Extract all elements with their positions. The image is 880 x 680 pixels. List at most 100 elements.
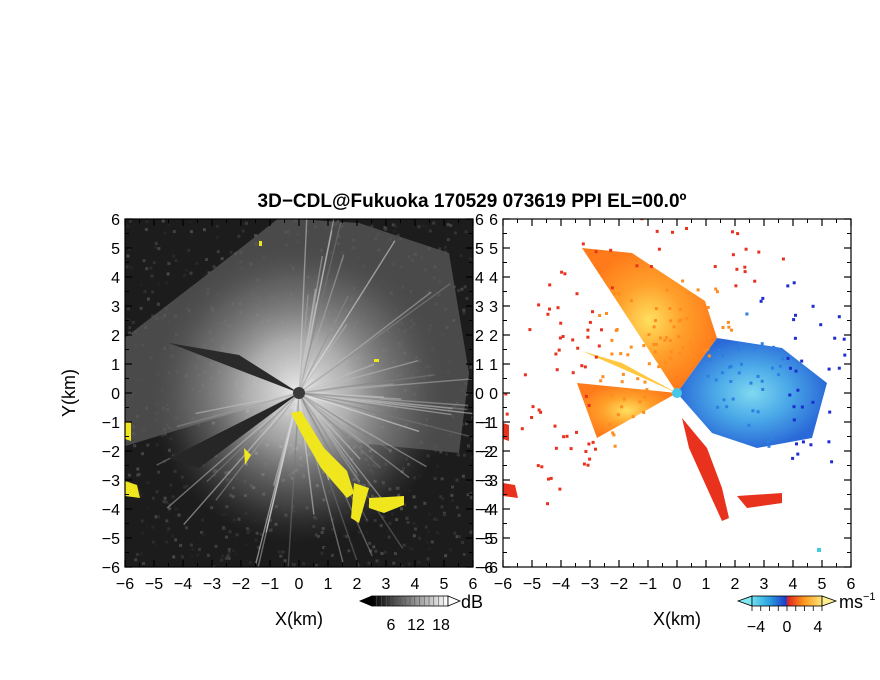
noise-cell [439,495,443,499]
velocity-cell [620,405,624,409]
x-tick-label: 1 [702,576,711,593]
velocity-cell [633,389,637,393]
velocity-cell [609,248,613,252]
velocity-cell [671,230,674,234]
y-tick-label-right: −6 [475,560,493,577]
velocity-cell [819,323,823,327]
echo-ray [298,294,309,394]
colorbar-minor-ticks [376,596,444,606]
y-tick-label: −6 [480,560,498,577]
noise-cell [180,555,184,559]
x-tick-label: 3 [760,576,769,593]
reflectivity-colorbar: 6 12 18 dB [358,592,483,634]
y-tick-label: −3 [480,473,498,490]
noise-cell [149,266,153,270]
noise-cell [428,229,432,233]
noise-cell [222,527,226,531]
velocity-cell [563,272,567,276]
velocity-cell [505,412,509,416]
velocity-cell [554,446,558,450]
velocity-cell [642,344,646,348]
yellow-echo [259,241,262,246]
shear-edge [737,493,782,508]
velocity-cell [621,372,625,376]
yellow-echo [244,448,251,465]
velocity-cell [690,345,694,349]
noise-cell [165,519,169,523]
x-tick-label: −6 [494,576,512,593]
noise-cell [151,290,154,294]
x-tick-label: −5 [523,576,541,593]
velocity-cell [620,380,624,384]
noise-cell [245,221,248,225]
velocity-cell [504,392,508,396]
noise-cell [375,559,379,563]
y-tick-label-right: −3 [475,473,493,490]
noise-cell [426,557,430,561]
colorbar-right-arrow [821,595,838,607]
noise-cell [426,530,430,534]
velocity-cell [581,242,585,246]
radar-site [672,388,682,398]
noise-cell [142,562,145,565]
velocity-cell [672,325,676,329]
velocity-cell [616,413,620,417]
noise-cell [142,259,146,263]
velocity-cell [788,393,792,397]
noise-cell [169,483,173,487]
y-tick-label-right: 5 [475,241,484,258]
velocity-cell [560,270,564,274]
noise-cell [139,283,143,287]
noise-cell [225,535,228,539]
y-tick-label: 0 [489,386,498,403]
echo-ray [298,392,420,433]
velocity-cell [583,365,587,369]
velocity-cell [655,229,659,233]
noise-cell [216,250,220,254]
y-tick-label-right: 6 [475,212,484,229]
echo-ray [298,392,386,409]
noise-cell [166,272,170,276]
noise-cell [466,493,470,497]
velocity-cell [556,306,560,310]
velocity-cell [776,349,780,353]
velocity-cell [636,377,640,381]
y-tick-label-right: 4 [475,270,484,287]
x-tick-label: 4 [411,576,420,593]
velocity-cell [745,312,749,316]
x-tick-label: 2 [731,576,740,593]
echo-ray [298,240,396,394]
velocity-cell [520,427,524,431]
noise-cell [188,220,192,223]
noise-cell [212,565,216,567]
y-tick-label: 5 [111,241,120,258]
noise-cell [185,268,188,272]
velocity-cell [756,374,760,378]
velocity-cell [654,319,657,323]
noise-cell [471,455,473,459]
noise-cell [471,416,473,420]
velocity-cell [555,368,559,372]
noise-cell [392,561,396,565]
noise-cell [146,297,150,301]
velocity-cell [559,321,563,325]
velocity-cell [753,279,757,283]
noise-cell [456,453,460,457]
velocity-cell [594,355,598,359]
echo-ray [195,392,300,415]
colorbar-tick-0: 0 [783,619,792,636]
velocity-cell [653,350,657,354]
noise-cell [462,308,466,312]
velocity-cell [531,405,535,409]
velocity-cell [801,440,805,444]
noise-cell [283,559,287,563]
noise-cell [256,545,260,549]
velocity-cell [652,343,656,346]
velocity-x-axis-label: X(km) [653,609,701,629]
x-tick-label: −3 [203,576,221,593]
noise-cell [202,228,206,232]
noise-cell [469,530,473,534]
velocity-cell [740,362,743,366]
noise-cell [387,535,391,539]
